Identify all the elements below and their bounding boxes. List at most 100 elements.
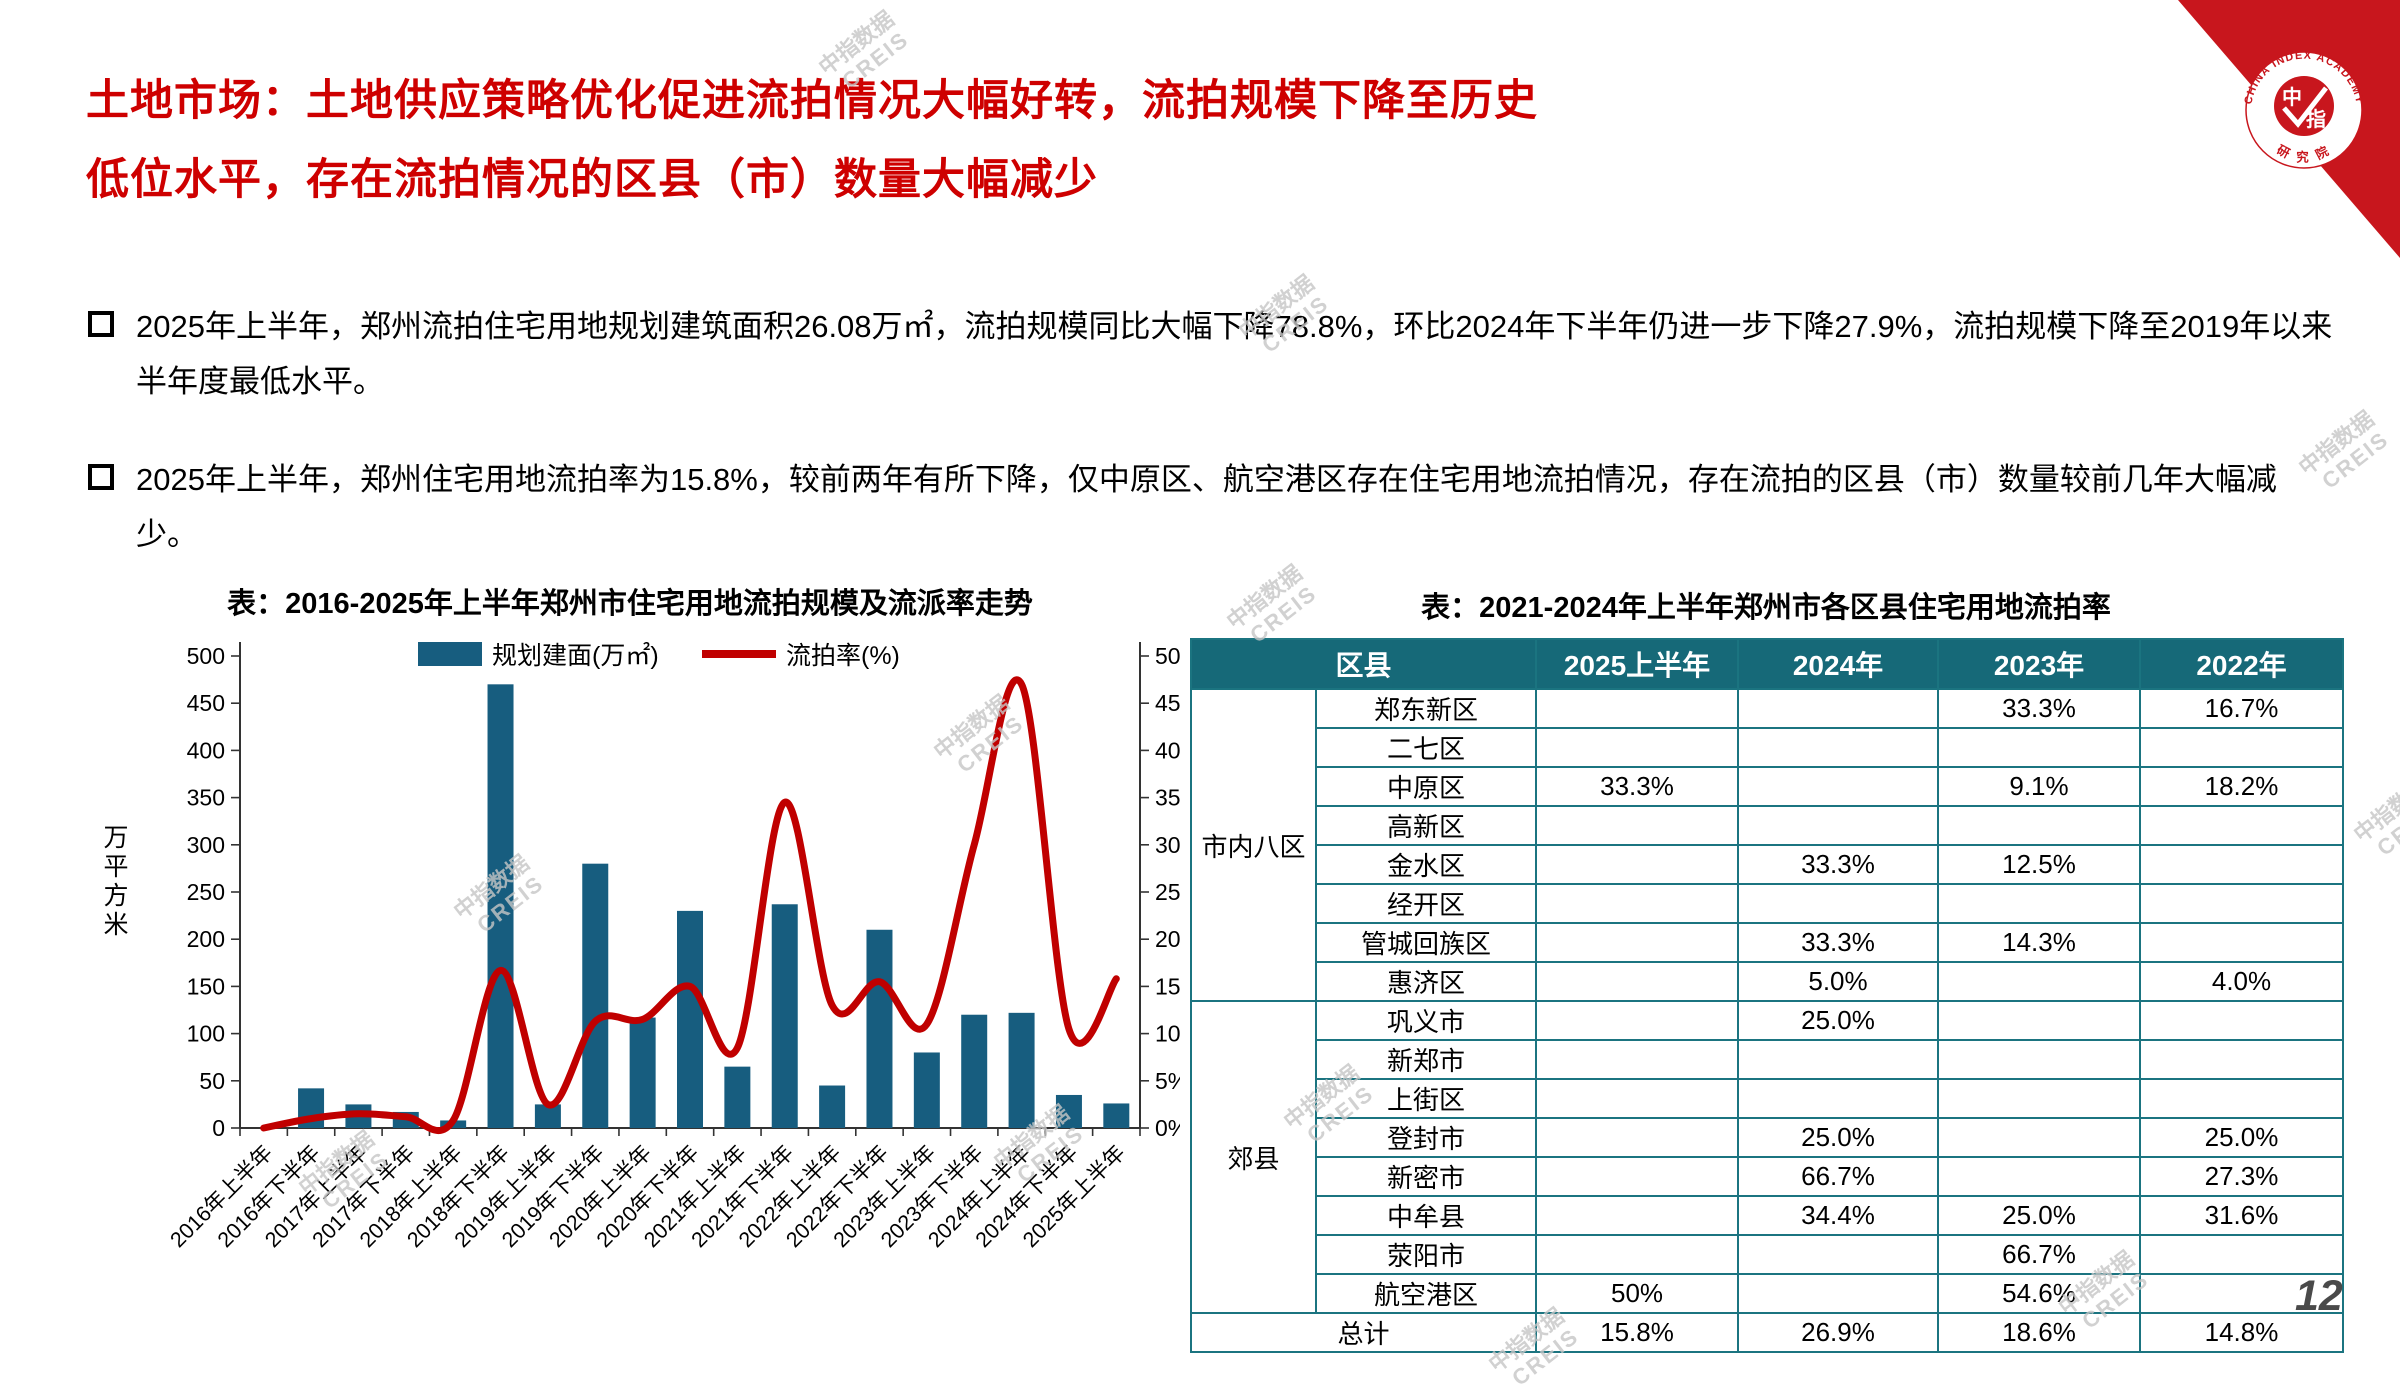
right-axis-label: 40% — [1155, 737, 1180, 763]
trend-chart: 0 50 100 150 200 250 300 350 400 450 500 0% 5% 10% 15%… — [60, 612, 1201, 1332]
right-axis-label: 5% — [1155, 1068, 1180, 1094]
rate-cell — [1937, 1078, 2142, 1119]
right-axis-label: 50% — [1155, 643, 1180, 669]
rate-cell: 14.3% — [1937, 922, 2142, 963]
rate-cell: 18.2% — [2139, 766, 2345, 807]
left-axis-label: 300 — [187, 832, 225, 858]
district-cell: 经开区 — [1314, 883, 1538, 924]
creis-watermark: 中指数据 CREIS — [2348, 773, 2400, 861]
district-cell: 航空港区 — [1314, 1273, 1538, 1314]
left-axis-label: 450 — [187, 690, 225, 716]
table-row-郑东新区: 市内八区 郑东新区 33.3% 16.7% — [1190, 688, 2345, 1002]
group-cell-市内八区: 市内八区 — [1190, 688, 1317, 1002]
left-axis-label: 350 — [187, 785, 225, 811]
rate-cell — [1535, 883, 1740, 924]
header-year-2024年: 2024年 — [1737, 638, 1940, 690]
district-cell: 荥阳市 — [1314, 1234, 1538, 1275]
left-axis-label: 50 — [199, 1068, 225, 1094]
rate-cell: 25.0% — [1737, 1117, 1940, 1158]
district-cell: 登封市 — [1314, 1117, 1538, 1158]
logo-check-mark — [2282, 86, 2328, 128]
table-title: 表：2021-2024年上半年郑州市各区县住宅用地流拍率 — [1421, 592, 2111, 624]
table-row-航空港区: 航空港区 50% 54.6% — [1191, 1273, 2345, 1314]
left-axis-label: 150 — [187, 973, 225, 999]
table-row-经开区: 经开区 — [1191, 883, 2345, 924]
rate-cell — [2139, 883, 2345, 924]
rate-cell: 27.3% — [2139, 1156, 2345, 1197]
group-cell-郊县: 郊县 — [1190, 1000, 1317, 1314]
bar-2025年上半年 — [1103, 1103, 1130, 1128]
header-year-2022年: 2022年 — [2139, 638, 2345, 690]
rate-cell — [1937, 805, 2142, 846]
bar-2024年上半年 — [1008, 1012, 1035, 1128]
rate-cell — [1535, 1156, 1740, 1197]
rate-cell — [1937, 1000, 2142, 1041]
bar-2023年下半年 — [961, 1014, 988, 1128]
rate-cell: 33.3% — [1535, 766, 1740, 807]
right-axis-label: 45% — [1155, 690, 1180, 716]
bullet-square-icon — [88, 464, 114, 490]
rate-cell — [1937, 883, 2142, 924]
rate-cell — [2139, 922, 2345, 963]
bar-2021年上半年 — [724, 1066, 751, 1128]
table-row-新郑市: 新郑市 — [1191, 1039, 2345, 1080]
table-row-金水区: 金水区 33.3% 12.5% — [1191, 844, 2345, 885]
total-rate-cell: 14.8% — [2139, 1312, 2345, 1353]
rate-cell — [1737, 688, 1940, 729]
page-title: 土地市场：土地供应策略优化促进流拍情况大幅好转，流拍规模下降至历史 低位水平，存… — [86, 62, 1646, 220]
rate-cell — [1737, 1078, 1940, 1119]
china-index-academy-logo: CHINA INDEX ACADEMY 研 究 院 中 指 — [2178, 0, 2400, 258]
table-row-巩义市: 郊县 巩义市 25.0% — [1190, 1000, 2345, 1314]
left-axis-title: 万平方米 — [103, 824, 128, 939]
rate-cell — [1937, 1156, 2142, 1197]
bullet-square-icon — [88, 311, 114, 337]
rate-cell — [1535, 688, 1740, 729]
district-cell: 上街区 — [1314, 1078, 1538, 1119]
rate-cell: 31.6% — [2139, 1195, 2345, 1236]
bar-2021年下半年 — [771, 904, 798, 1128]
rate-cell: 9.1% — [1937, 766, 2142, 807]
rate-cell — [1535, 844, 1740, 885]
rate-cell — [1535, 1234, 1740, 1275]
rate-cell: 66.7% — [1937, 1234, 2142, 1275]
rate-cell: 33.3% — [1937, 688, 2142, 729]
rate-cell — [1737, 1234, 1940, 1275]
rate-cell — [2139, 844, 2345, 885]
header-district: 区县 — [1189, 638, 1538, 690]
rate-cell: 25.0% — [1737, 1000, 1940, 1041]
header-year-2023年: 2023年 — [1937, 638, 2142, 690]
rate-cell — [2139, 1078, 2345, 1119]
bar-2019年下半年 — [582, 863, 609, 1128]
bullet-2: 2025年上半年，郑州住宅用地流拍率为15.8%，较前两年有所下降，仅中原区、航… — [88, 452, 2348, 562]
district-cell: 二七区 — [1314, 727, 1538, 768]
rate-cell — [1937, 1117, 2142, 1158]
district-cell: 中原区 — [1314, 766, 1538, 807]
rate-cell — [2139, 805, 2345, 846]
bar-2019年上半年 — [534, 1104, 561, 1128]
total-label-cell: 总计 — [1189, 1312, 1538, 1353]
rate-cell — [1737, 1273, 1940, 1314]
rate-cell — [1737, 727, 1940, 768]
rate-cell: 54.6% — [1937, 1273, 2142, 1314]
rate-cell — [2139, 1273, 2345, 1314]
table-row-荥阳市: 荥阳市 66.7% — [1191, 1234, 2345, 1275]
right-axis-label: 10% — [1155, 1021, 1180, 1047]
bar-2020年上半年 — [629, 1017, 656, 1128]
table-row-新密市: 新密市 66.7% 27.3% — [1191, 1156, 2345, 1197]
rate-cell: 33.3% — [1737, 844, 1940, 885]
rate-cell — [1535, 1195, 1740, 1236]
right-axis-label: 15% — [1155, 973, 1180, 999]
district-cell: 巩义市 — [1314, 1000, 1538, 1041]
rate-cell — [1737, 883, 1940, 924]
rate-cell — [1535, 1039, 1740, 1080]
district-cell: 惠济区 — [1314, 961, 1538, 1002]
district-cell: 高新区 — [1314, 805, 1538, 846]
page-number: 12 — [2295, 1272, 2343, 1320]
rate-cell — [1937, 961, 2142, 1002]
total-rate-cell: 18.6% — [1937, 1312, 2142, 1353]
rate-cell: 25.0% — [2139, 1117, 2345, 1158]
left-axis-label: 200 — [187, 926, 225, 952]
rate-cell: 34.4% — [1737, 1195, 1940, 1236]
district-cell: 管城回族区 — [1314, 922, 1538, 963]
chart-title: 表：2016-2025年上半年郑州市住宅用地流拍规模及流派率走势 — [227, 588, 1033, 620]
